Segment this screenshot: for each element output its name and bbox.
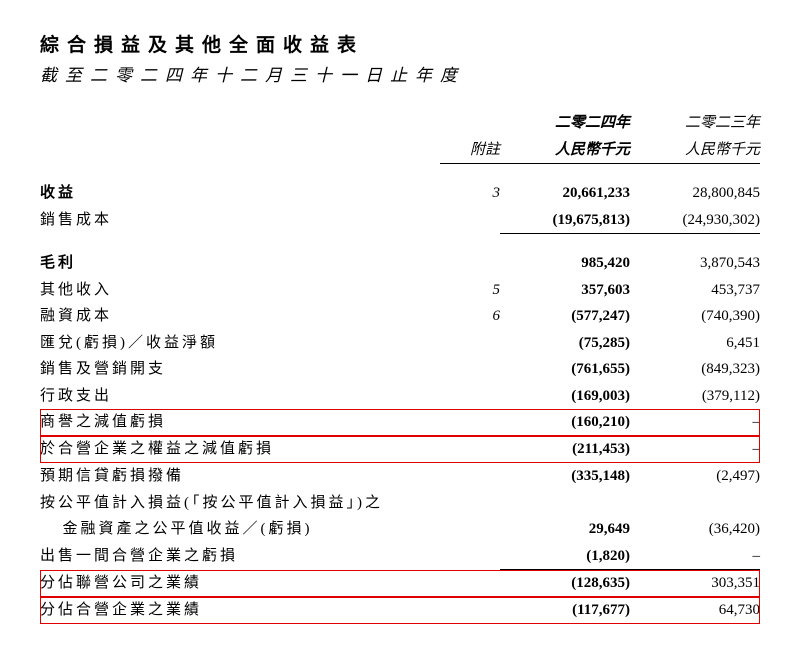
cell-label: 銷售及營銷開支 bbox=[40, 356, 440, 383]
cell-label: 分佔合營企業之業績 bbox=[40, 597, 440, 624]
cell-y1: (128,635) bbox=[500, 570, 630, 597]
cell-note: 5 bbox=[440, 277, 500, 304]
cell-y1: (19,675,813) bbox=[500, 207, 630, 234]
cell-note: 3 bbox=[440, 180, 500, 207]
row-share-jv: 分佔合營企業之業績 (117,677) 64,730 bbox=[40, 597, 760, 624]
cell-y1: (335,148) bbox=[500, 463, 630, 490]
cell-note bbox=[440, 356, 500, 383]
row-jv-equity-impairment: 於合營企業之權益之減值虧損 (211,453) – bbox=[40, 436, 760, 463]
cell-label: 商譽之減值虧損 bbox=[40, 409, 440, 436]
cell-label: 於合營企業之權益之減值虧損 bbox=[40, 436, 440, 463]
cell-y1: 357,603 bbox=[500, 277, 630, 304]
page-title: 綜合損益及其他全面收益表 bbox=[40, 30, 760, 57]
cell-y1: (761,655) bbox=[500, 356, 630, 383]
hdr-y2-line2: 人民幣千元 bbox=[630, 137, 760, 164]
hdr-y2-line1: 二零二三年 bbox=[630, 110, 760, 137]
cell-y2: (740,390) bbox=[630, 303, 760, 330]
cell-y1: (75,285) bbox=[500, 330, 630, 357]
cell-y2: 28,800,845 bbox=[630, 180, 760, 207]
cell-y2: (379,112) bbox=[630, 383, 760, 410]
cell-note bbox=[440, 250, 500, 277]
row-fx: 匯兌(虧損)／收益淨額 (75,285) 6,451 bbox=[40, 330, 760, 357]
cell-note bbox=[440, 207, 500, 234]
cell-y2: – bbox=[630, 543, 760, 570]
cell-y2: 3,870,543 bbox=[630, 250, 760, 277]
row-selling: 銷售及營銷開支 (761,655) (849,323) bbox=[40, 356, 760, 383]
row-ecl: 預期信貸虧損撥備 (335,148) (2,497) bbox=[40, 463, 760, 490]
cell-note bbox=[440, 436, 500, 463]
cell-y2: (36,420) bbox=[630, 516, 760, 543]
row-finance-cost: 融資成本 6 (577,247) (740,390) bbox=[40, 303, 760, 330]
header-row-1: 二零二四年 二零二三年 bbox=[40, 110, 760, 137]
cell-note bbox=[440, 463, 500, 490]
cell-y2: – bbox=[630, 409, 760, 436]
cell-y1: 985,420 bbox=[500, 250, 630, 277]
cell-label: 行政支出 bbox=[40, 383, 440, 410]
cell-y1: (160,210) bbox=[500, 409, 630, 436]
cell-y1: 29,649 bbox=[500, 516, 630, 543]
cell-label: 其他收入 bbox=[40, 277, 440, 304]
cell-y2: (24,930,302) bbox=[630, 207, 760, 234]
cell-label: 分佔聯營公司之業績 bbox=[40, 570, 440, 597]
cell-note bbox=[440, 543, 500, 570]
cell-y1: (1,820) bbox=[500, 543, 630, 570]
cell-y2: (849,323) bbox=[630, 356, 760, 383]
cell-note bbox=[440, 330, 500, 357]
cell-note bbox=[440, 409, 500, 436]
page-subtitle: 截至二零二四年十二月三十一日止年度 bbox=[40, 61, 760, 86]
hdr-note: 附註 bbox=[440, 137, 500, 164]
cell-note bbox=[440, 570, 500, 597]
income-statement-table: 二零二四年 二零二三年 附註 人民幣千元 人民幣千元 收益 3 20,661,2… bbox=[40, 110, 760, 624]
hdr-y1-line2: 人民幣千元 bbox=[500, 137, 630, 164]
cell-label: 出售一間合營企業之虧損 bbox=[40, 543, 440, 570]
cell-label: 預期信貸虧損撥備 bbox=[40, 463, 440, 490]
cell-note bbox=[440, 383, 500, 410]
cell-label: 銷售成本 bbox=[40, 207, 440, 234]
cell-y2: 303,351 bbox=[630, 570, 760, 597]
cell-y2: 64,730 bbox=[630, 597, 760, 624]
row-share-assoc: 分佔聯營公司之業績 (128,635) 303,351 bbox=[40, 570, 760, 597]
cell-y2: 453,737 bbox=[630, 277, 760, 304]
row-gross: 毛利 985,420 3,870,543 bbox=[40, 250, 760, 277]
cell-label: 融資成本 bbox=[40, 303, 440, 330]
row-admin: 行政支出 (169,003) (379,112) bbox=[40, 383, 760, 410]
cell-label: 毛利 bbox=[40, 250, 440, 277]
row-goodwill-impairment: 商譽之減值虧損 (160,210) – bbox=[40, 409, 760, 436]
row-cogs: 銷售成本 (19,675,813) (24,930,302) bbox=[40, 207, 760, 234]
hdr-y1-line1: 二零二四年 bbox=[500, 110, 630, 137]
row-fvtpl-line1: 按公平值計入損益(「按公平值計入損益」)之 bbox=[40, 490, 760, 517]
cell-y1: (577,247) bbox=[500, 303, 630, 330]
cell-note: 6 bbox=[440, 303, 500, 330]
cell-y1: (169,003) bbox=[500, 383, 630, 410]
cell-y1: (211,453) bbox=[500, 436, 630, 463]
cell-label: 金融資產之公平值收益／(虧損) bbox=[40, 516, 440, 543]
cell-note bbox=[440, 516, 500, 543]
row-disposal-jv: 出售一間合營企業之虧損 (1,820) – bbox=[40, 543, 760, 570]
cell-y2: 6,451 bbox=[630, 330, 760, 357]
cell-y2: (2,497) bbox=[630, 463, 760, 490]
cell-label: 按公平值計入損益(「按公平值計入損益」)之 bbox=[40, 490, 440, 517]
cell-note bbox=[440, 597, 500, 624]
cell-label: 收益 bbox=[40, 180, 440, 207]
header-row-2: 附註 人民幣千元 人民幣千元 bbox=[40, 137, 760, 164]
cell-y1: 20,661,233 bbox=[500, 180, 630, 207]
row-fvtpl-line2: 金融資產之公平值收益／(虧損) 29,649 (36,420) bbox=[40, 516, 760, 543]
row-revenue: 收益 3 20,661,233 28,800,845 bbox=[40, 180, 760, 207]
cell-y1: (117,677) bbox=[500, 597, 630, 624]
row-other-income: 其他收入 5 357,603 453,737 bbox=[40, 277, 760, 304]
cell-label: 匯兌(虧損)／收益淨額 bbox=[40, 330, 440, 357]
cell-y2: – bbox=[630, 436, 760, 463]
